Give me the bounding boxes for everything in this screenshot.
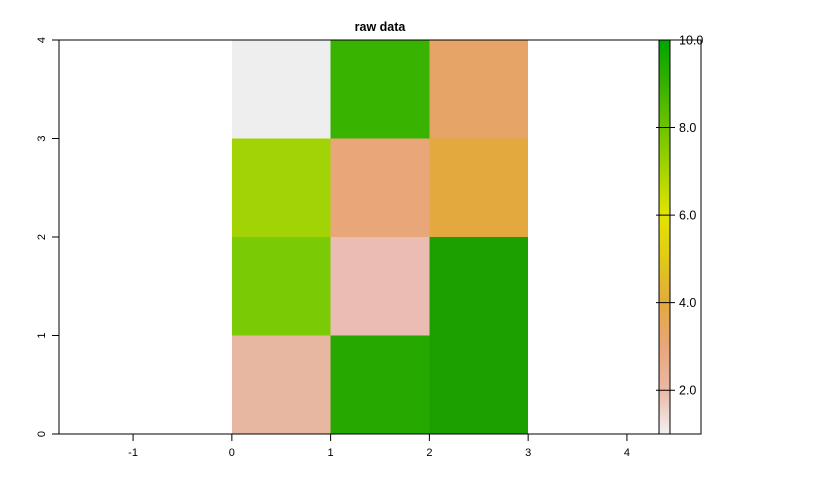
- x-tick-label: 2: [426, 447, 432, 459]
- heatmap-cell: [330, 335, 430, 434]
- legend-tick-label: 8.0: [679, 121, 696, 135]
- chart-title: raw data: [355, 20, 407, 34]
- heatmap-cell: [231, 40, 331, 139]
- y-axis: 0 1 2 3 4: [36, 37, 59, 437]
- y-tick-label: 1: [36, 332, 48, 338]
- color-legend: 2.0 4.0 6.0 8.0 10.0: [656, 34, 703, 435]
- heatmap-cell: [429, 237, 529, 336]
- x-tick-label: 4: [624, 447, 630, 459]
- legend-tick-label: 10.0: [679, 34, 703, 48]
- y-tick-label: 2: [36, 234, 48, 240]
- heatmap-cell: [231, 237, 331, 336]
- x-tick-label: 0: [229, 447, 235, 459]
- x-tick-label: 1: [328, 447, 334, 459]
- heatmap-cell: [429, 40, 529, 139]
- x-tick-label: -1: [128, 447, 138, 459]
- heatmap-cell: [231, 138, 331, 237]
- heatmap-cell: [330, 237, 430, 336]
- heatmap-cell: [330, 138, 430, 237]
- x-tick-label: 3: [525, 447, 531, 459]
- legend-tick-label: 2.0: [679, 384, 696, 398]
- legend-color-bar: [658, 39, 671, 435]
- legend-tick-label: 4.0: [679, 296, 696, 310]
- heatmap-cell: [330, 40, 430, 139]
- legend-tick-label: 6.0: [679, 209, 696, 223]
- heatmap-cells: [231, 40, 529, 434]
- heatmap-cell: [429, 335, 529, 434]
- heatmap-cell: [429, 138, 529, 237]
- y-tick-label: 0: [36, 431, 48, 437]
- y-tick-label: 4: [36, 37, 48, 43]
- y-tick-label: 3: [36, 135, 48, 141]
- heatmap-cell: [231, 335, 331, 434]
- x-axis: -1 0 1 2 3 4: [128, 433, 630, 459]
